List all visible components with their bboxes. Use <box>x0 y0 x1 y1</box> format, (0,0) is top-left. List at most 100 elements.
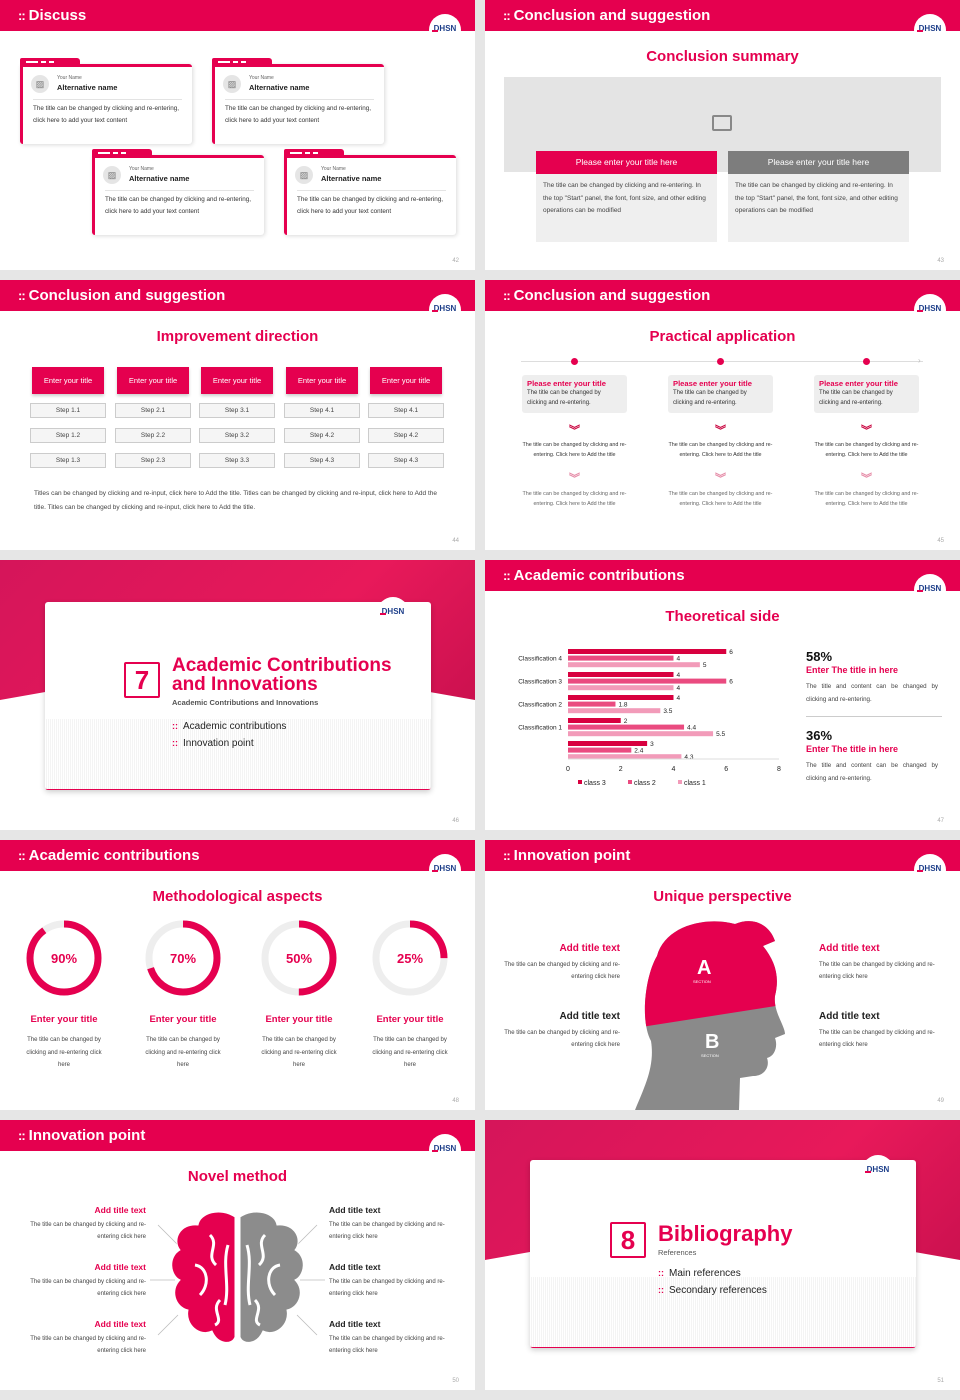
item-text: The title can be changed by clicking and… <box>819 961 935 981</box>
step-title: Please enter your title <box>527 379 606 388</box>
head-silhouette: A SECTION B SECTION <box>635 921 785 1110</box>
section-card: DHSN 8 Bibliography References :: Main re… <box>530 1155 916 1348</box>
header-title: Conclusion and suggestion <box>513 7 711 24</box>
step-title: Please enter your title <box>673 379 752 388</box>
arrow-right-icon: › <box>918 356 921 365</box>
tick-label: 8 <box>777 766 781 773</box>
header-title: Conclusion and suggestion <box>513 287 711 304</box>
dots-icon: :: <box>172 721 178 731</box>
text-block: Add title text The title can be changed b… <box>329 1262 445 1297</box>
profile-card[interactable]: ▨ Your Name Alternative name The title can … <box>20 58 192 144</box>
page-number: 44 <box>452 538 459 544</box>
item-text: The title can be changed by clicking and… <box>819 1029 935 1049</box>
slide-48[interactable]: :: Academic contributions DHSN Methodolog… <box>0 840 475 1110</box>
dots-icon: :: <box>658 1268 664 1278</box>
stat-text: The title and content can be changed by … <box>806 762 938 782</box>
page-number: 48 <box>452 1098 459 1104</box>
logo: DHSN <box>429 14 461 46</box>
description-text: Titles can be changed by clicking and re… <box>34 490 437 511</box>
slide-46[interactable]: DHSN 7 Academic Contributions and Innova… <box>0 560 475 830</box>
agenda-item[interactable]: :: Secondary references <box>658 1285 767 1296</box>
agenda-item[interactable]: :: Academic contributions <box>172 721 287 732</box>
profile-card[interactable]: ▨ Your Name Alternative name The title can … <box>284 149 456 235</box>
text-block: Add title text The title can be changed b… <box>329 1319 445 1354</box>
card-text: The title can be changed by clicking and… <box>225 105 371 124</box>
wave-decoration <box>530 1277 916 1347</box>
image-icon: ▨ <box>31 75 49 93</box>
slide-title: Methodological aspects <box>152 888 323 905</box>
ring-title: Enter your title <box>149 1014 217 1025</box>
slide-49[interactable]: :: Innovation point DHSN Unique perspecti… <box>485 840 960 1110</box>
step-detail: The title can be changed by clicking and… <box>668 491 773 507</box>
data-label: 3 <box>650 741 654 748</box>
data-label: 4.4 <box>687 725 696 732</box>
data-label: 4 <box>677 685 681 692</box>
slide-header: :: Conclusion and suggestion <box>485 280 960 311</box>
logo: DHSN <box>862 1155 894 1187</box>
slide-header: :: Discuss <box>0 0 475 31</box>
timeline-dot <box>571 358 578 365</box>
slide-50[interactable]: :: Innovation point DHSN Novel method Add… <box>0 1120 475 1390</box>
head-label-b: B <box>705 1031 719 1053</box>
stat-title: Enter The title in here <box>806 665 899 675</box>
tick-label: 6 <box>724 766 728 773</box>
item-title: Add title text <box>819 1011 880 1022</box>
legend-label: class 3 <box>584 780 606 787</box>
column-header: Enter your title <box>201 367 273 394</box>
step-text: The title can be changed by clicking and… <box>819 390 893 406</box>
slide-51[interactable]: DHSN 8 Bibliography References :: Main re… <box>485 1120 960 1390</box>
logo: DHSN <box>429 854 461 886</box>
panel-text: The title can be changed by clicking and… <box>728 174 909 242</box>
slide-47[interactable]: :: Academic contributions DHSN Theoretica… <box>485 560 960 830</box>
dots-icon: :: <box>503 568 511 583</box>
slide-43[interactable]: :: Conclusion and suggestion DHSN Conclus… <box>485 0 960 270</box>
logo: DHSN <box>914 294 946 326</box>
step-box: Step 2.2 <box>115 428 191 443</box>
text-block: Add title text The title can be changed b… <box>500 943 620 984</box>
item-title: Add title text <box>559 943 620 954</box>
legend-swatch <box>578 780 582 784</box>
profile-card[interactable]: ▨ Your Name Alternative name The title can … <box>92 149 264 235</box>
slide-title: Improvement direction <box>156 328 319 345</box>
logo: DHSN <box>914 14 946 46</box>
bar <box>568 724 685 730</box>
logo: DHSN <box>429 294 461 326</box>
agenda-item[interactable]: :: Main references <box>658 1268 741 1279</box>
category-label: Classification 2 <box>518 702 562 709</box>
dots-icon: :: <box>18 8 26 23</box>
ring-text: The title can be changed by clicking and… <box>261 1037 337 1068</box>
profile-card[interactable]: ▨ Your Name Alternative name The title can … <box>212 58 384 144</box>
slide-42[interactable]: :: Discuss DHSN ▨ Your Name Alternative nam… <box>0 0 475 270</box>
slide-44[interactable]: :: Conclusion and suggestion DHSN Improve… <box>0 280 475 550</box>
step-box: Step 4.2 <box>368 428 444 443</box>
text-block: Add title text The title can be changed b… <box>30 1319 146 1354</box>
bar <box>568 672 674 677</box>
card-label: Your Name <box>57 75 82 81</box>
bar <box>568 662 700 668</box>
image-icon: ▨ <box>295 166 313 184</box>
step-box: Step 4.2 <box>284 428 360 443</box>
agenda-item[interactable]: :: Innovation point <box>172 738 254 749</box>
section-number: 7 <box>124 662 160 698</box>
data-label: 2 <box>624 718 628 725</box>
slide-title: Unique perspective <box>653 888 792 905</box>
stat-value: 58% <box>806 649 833 664</box>
step-box: Step 3.1 <box>199 403 275 418</box>
dots-icon: :: <box>503 288 511 303</box>
timeline-dot <box>717 358 724 365</box>
page-number: 49 <box>937 1098 944 1104</box>
chevron-down-icon: ︾ <box>861 425 872 437</box>
ring-value: 90% <box>51 951 77 966</box>
slide-header: :: Innovation point <box>485 840 960 871</box>
data-label: 6 <box>729 649 733 656</box>
bar <box>568 754 682 760</box>
page-number: 51 <box>937 1378 944 1384</box>
ring-progress <box>261 920 337 996</box>
dots-icon: :: <box>18 288 26 303</box>
slide-header: :: Conclusion and suggestion <box>0 280 475 311</box>
legend-label: class 1 <box>684 780 706 787</box>
slide-45[interactable]: :: Conclusion and suggestion DHSN Practic… <box>485 280 960 550</box>
timeline-dot <box>863 358 870 365</box>
brain-icon <box>150 1211 325 1343</box>
step-detail: The title can be changed by clicking and… <box>522 491 627 507</box>
